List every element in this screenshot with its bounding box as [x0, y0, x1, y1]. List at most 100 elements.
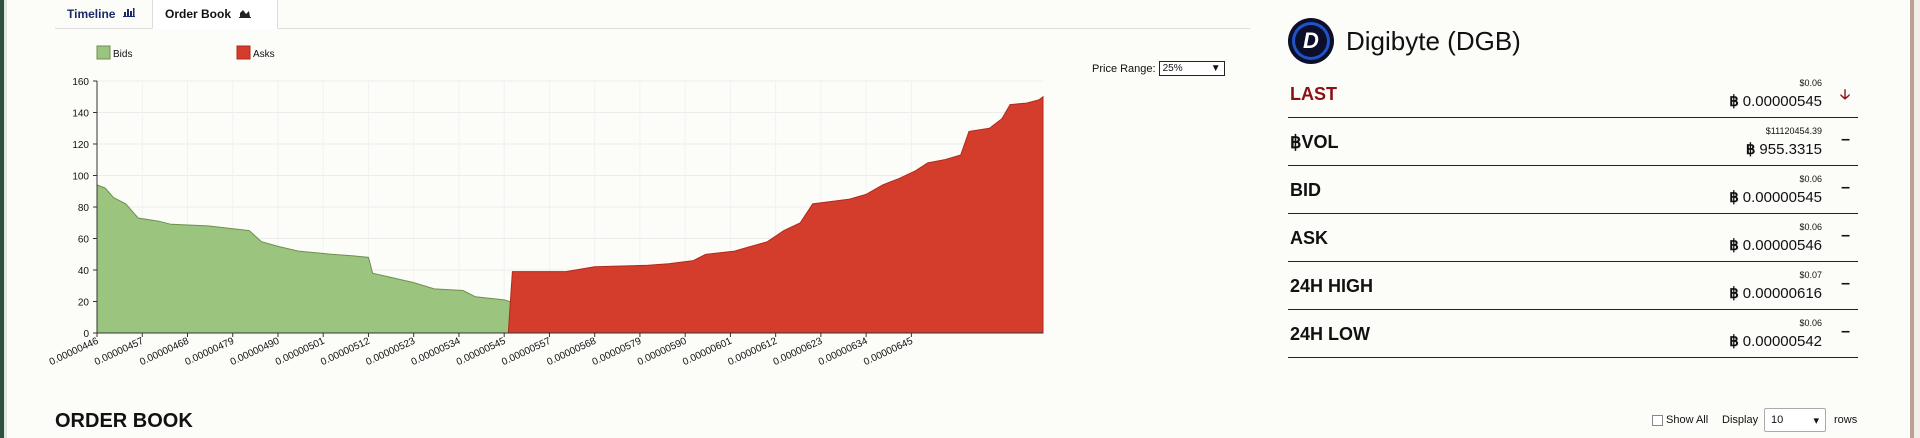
x-tick-label: 0.00000590: [636, 336, 689, 368]
legend-label-asks: Asks: [253, 49, 275, 60]
price-range-label: Price Range:: [1092, 62, 1156, 75]
display-rows-select[interactable]: 10 ▾: [1764, 408, 1826, 432]
legend-swatch-asks: [236, 45, 251, 60]
display-rows-value: 10: [1771, 414, 1784, 426]
price-range-control: Price Range: 25% ▼: [1092, 61, 1225, 76]
coin-name: Digibyte (DGB): [1346, 25, 1521, 56]
chevron-down-icon: ▾: [1813, 414, 1819, 427]
order-book-title: ORDER BOOK: [55, 410, 193, 432]
stat-label: ASK: [1290, 228, 1329, 248]
bitcoin-icon: ฿: [1729, 237, 1739, 254]
flat-trend-icon: –: [1841, 179, 1850, 196]
display-label: Display: [1722, 414, 1759, 426]
market-stats: LAST $0.06 ฿ 0.00000545 🡣 ฿VOL $11120454.39 ฿ 95…: [1288, 70, 1858, 358]
stat-btc-number: 0.00000616: [1742, 285, 1822, 302]
x-tick-label: 0.00000501: [274, 336, 327, 368]
tab-order-book-label: Order Book: [165, 7, 232, 21]
stat-btc-number: 955.3315: [1759, 141, 1822, 158]
stat-btc-number: 0.00000545: [1742, 93, 1822, 110]
window-edge-left: [0, 0, 7, 438]
bitcoin-icon: ฿: [1729, 285, 1739, 302]
stat-row: LAST $0.06 ฿ 0.00000545 🡣: [1288, 70, 1858, 118]
flat-trend-icon: –: [1841, 275, 1850, 292]
x-tick-label: 0.00000623: [772, 336, 825, 368]
x-tick-label: 0.00000523: [364, 336, 417, 368]
bitcoin-icon: ฿: [1745, 141, 1756, 158]
stat-btc-number: 0.00000542: [1742, 333, 1822, 350]
stat-btc-number: 0.00000546: [1742, 237, 1822, 254]
tab-order-book[interactable]: Order Book: [152, 0, 278, 29]
stat-label: 24H LOW: [1290, 324, 1371, 344]
y-tick-label: 160: [72, 77, 89, 88]
x-tick-label: 0.00000468: [138, 336, 191, 368]
stat-btc-value: ฿ 0.00000545: [1729, 188, 1822, 206]
legend-swatch-bids: [96, 45, 111, 60]
x-tick-label: 0.00000446: [48, 336, 101, 368]
stat-usd-value: $0.06: [1799, 174, 1822, 184]
digibyte-logo-icon: D: [1288, 18, 1334, 64]
stat-label: LAST: [1290, 84, 1337, 104]
stat-label: 24H HIGH: [1290, 276, 1374, 296]
stat-row: ฿VOL $11120454.39 ฿ 955.3315 –: [1288, 118, 1858, 166]
price-range-select[interactable]: 25% ▼: [1158, 61, 1225, 76]
series-area-asks: [507, 95, 1044, 334]
stat-btc-value: ฿ 0.00000542: [1729, 332, 1822, 350]
x-tick-label: 0.00000601: [681, 336, 734, 368]
x-tick-label: 0.00000490: [229, 336, 282, 368]
y-tick-label: 0: [83, 329, 89, 340]
bitcoin-icon: ฿: [1729, 93, 1739, 110]
stat-label: BID: [1290, 180, 1321, 200]
show-all-checkbox[interactable]: [1652, 414, 1663, 426]
bar-chart-icon: [123, 7, 136, 20]
stat-row: 24H HIGH $0.07 ฿ 0.00000616 –: [1288, 262, 1858, 310]
stat-row: BID $0.06 ฿ 0.00000545 –: [1288, 166, 1858, 214]
stat-usd-value: $0.06: [1799, 78, 1822, 88]
x-tick-label: 0.00000479: [183, 336, 236, 368]
x-tick-label: 0.00000512: [319, 336, 372, 368]
coin-header: D Digibyte (DGB): [1288, 18, 1521, 64]
stat-row: ASK $0.06 ฿ 0.00000546 –: [1288, 214, 1858, 262]
x-tick-label: 0.00000545: [455, 336, 508, 368]
y-tick-label: 120: [72, 140, 89, 151]
down-arrow-icon: 🡣: [1839, 86, 1850, 102]
stat-usd-value: $0.06: [1799, 318, 1822, 328]
y-tick-label: 60: [78, 235, 90, 246]
x-tick-label: 0.00000579: [591, 336, 644, 368]
show-all-toggle[interactable]: Show All: [1652, 414, 1708, 426]
stat-btc-value: ฿ 0.00000545: [1729, 92, 1822, 110]
flat-trend-icon: –: [1841, 131, 1850, 148]
order-book-depth-chart: 0 20 40 60 80 100 120 140 160 0.000004460.0000045…: [48, 45, 1044, 368]
stat-btc-value: ฿ 0.00000546: [1729, 236, 1822, 254]
coin-logo-letter: D: [1295, 25, 1327, 57]
chart-tabs: Timeline Order Book: [55, 0, 1250, 29]
y-tick-label: 40: [78, 266, 90, 277]
y-tick-label: 100: [72, 172, 89, 183]
bitcoin-icon: ฿: [1729, 189, 1739, 206]
y-tick-label: 20: [78, 298, 90, 309]
area-chart-icon: [239, 8, 252, 21]
bitcoin-icon: ฿: [1729, 333, 1739, 350]
flat-trend-icon: –: [1841, 227, 1850, 244]
show-all-label: Show All: [1666, 414, 1709, 426]
x-tick-label: 0.00000645: [862, 336, 915, 368]
x-tick-label: 0.00000457: [93, 336, 146, 368]
stat-usd-value: $0.06: [1799, 222, 1822, 232]
stat-btc-value: ฿ 955.3315: [1746, 140, 1822, 158]
x-tick-label: 0.00000557: [500, 336, 553, 368]
window-edge-right: [1910, 0, 1920, 438]
stat-usd-value: $0.07: [1799, 270, 1822, 280]
x-tick-label: 0.00000634: [817, 336, 870, 368]
chevron-down-icon: ▼: [1210, 63, 1221, 74]
stat-btc-number: 0.00000545: [1742, 189, 1822, 206]
x-tick-label: 0.00000568: [545, 336, 598, 368]
stat-row: 24H LOW $0.06 ฿ 0.00000542 –: [1288, 310, 1858, 358]
x-tick-label: 0.00000534: [410, 336, 463, 368]
x-tick-label: 0.00000612: [726, 336, 779, 368]
rows-label: rows: [1834, 414, 1858, 426]
tab-timeline-label: Timeline: [67, 6, 116, 21]
tab-timeline[interactable]: Timeline: [55, 0, 162, 27]
y-tick-label: 80: [78, 203, 90, 214]
stat-btc-value: ฿ 0.00000616: [1729, 284, 1822, 302]
flat-trend-icon: –: [1841, 323, 1850, 340]
price-range-value: 25%: [1162, 63, 1183, 74]
